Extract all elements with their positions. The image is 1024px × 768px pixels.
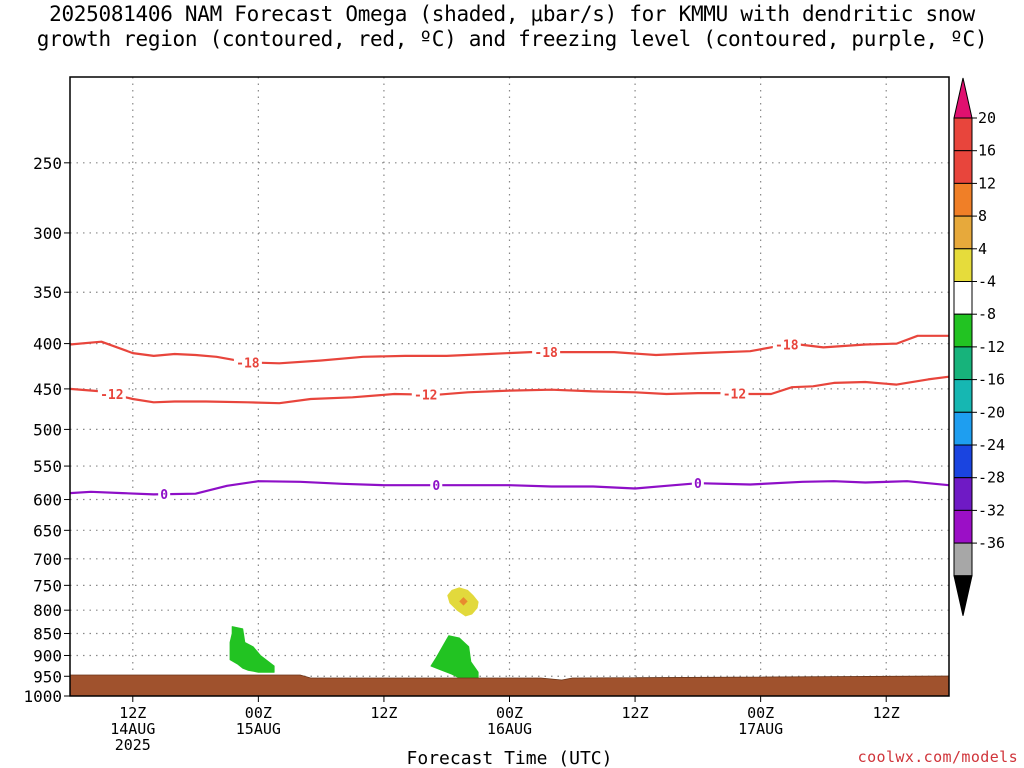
colorbar-label: 4 [978, 240, 987, 258]
colorbar-segment [953, 182, 973, 217]
colorbar-segment [953, 542, 973, 577]
colorbar-label: -32 [978, 501, 1005, 519]
colorbar-label: -12 [978, 338, 1005, 356]
contour-label-bg [97, 385, 126, 401]
y-tick-label: 500 [33, 420, 62, 439]
y-tick-label: 650 [33, 521, 62, 540]
colorbar-segment [953, 346, 973, 381]
chart-title: 2025081406 NAM Forecast Omega (shaded, μ… [0, 2, 1024, 52]
omega-shaded-region [229, 626, 275, 673]
colorbar-label: 12 [978, 174, 996, 192]
x-tick-label: 17AUG [738, 720, 783, 738]
contour-label-bg [532, 344, 561, 360]
colorbar-label: -4 [978, 273, 996, 291]
terrain-layer [69, 674, 950, 697]
colorbar-segment [953, 281, 973, 315]
x-tick-label: 16AUG [487, 720, 532, 738]
contour-label-bg [720, 385, 749, 401]
colorbar-segment [953, 477, 973, 511]
contour-label: 0 [694, 477, 702, 492]
x-tick-label: 12Z [873, 704, 900, 722]
y-tick-label: 950 [33, 667, 62, 686]
x-tick-label: 15AUG [236, 720, 281, 738]
x-axis-title: Forecast Time (UTC) [407, 748, 613, 768]
contour-line [69, 375, 950, 405]
contour-label: -18 [236, 356, 260, 371]
colorbar-label: 8 [978, 207, 987, 225]
x-tick-label: 12Z [370, 704, 397, 722]
colorbar-segment [953, 215, 973, 250]
contour-label: -12 [414, 389, 437, 404]
colorbar-label: 16 [978, 142, 996, 160]
y-tick-label: 300 [33, 224, 62, 243]
colorbar-segment [953, 117, 973, 152]
chart-title-line2: growth region (contoured, red, ºC) and f… [36, 27, 988, 51]
contour-label-bg [158, 486, 171, 502]
contour-label: 0 [160, 488, 168, 503]
colorbar-label: -36 [978, 534, 1005, 552]
x-tick-label: 12Z [622, 704, 649, 722]
temperature-contours: -18 -18 -18 -12 -12 -12 0 0 0 [69, 334, 950, 503]
y-tick-label: 550 [33, 457, 62, 476]
contour-label: -12 [723, 387, 746, 402]
credit-text: coolwx.com/models [857, 748, 1018, 766]
colorbar-segment [953, 509, 973, 544]
colorbar-label: -16 [978, 371, 1005, 389]
omega-max-marker [459, 597, 468, 606]
y-tick-label: 700 [33, 550, 62, 569]
x-tick-label: 12Z [119, 704, 146, 722]
colorbar-label: -20 [978, 403, 1005, 421]
colorbar-segment [953, 379, 973, 413]
contour-label-bg [772, 336, 801, 352]
colorbar-label: -24 [978, 436, 1005, 454]
contour-label: -18 [534, 346, 558, 361]
colorbar-segment [953, 313, 973, 348]
contour-label-bg [411, 386, 440, 402]
colorbar-segment [953, 248, 973, 283]
colorbar-label: -8 [978, 305, 996, 323]
y-tick-label: 600 [33, 491, 62, 510]
contour-label: -12 [100, 388, 123, 403]
y-tick-label: 750 [33, 576, 62, 595]
y-tick-label: 850 [33, 624, 62, 643]
y-tick-label: 400 [33, 335, 62, 354]
colorbar-segment [953, 411, 973, 446]
x-tick-label: 14AUG [110, 720, 155, 738]
colorbar-label: -28 [978, 469, 1005, 487]
contour-label-bg [691, 475, 704, 491]
contour-label: -18 [775, 339, 799, 354]
y-tick-label: 350 [33, 283, 62, 302]
chart-title-line1: 2025081406 NAM Forecast Omega (shaded, μ… [49, 2, 975, 26]
contour-line [69, 334, 949, 365]
y-tick-label: 450 [33, 380, 62, 399]
y-tick-label: 800 [33, 601, 62, 620]
x-tick-label: 00Z [747, 704, 774, 722]
x-tick-label: 2025 [115, 736, 151, 754]
colorbar-bottom-arrow [953, 575, 973, 616]
colorbar-label: 20 [978, 109, 996, 127]
contour-label: 0 [432, 479, 440, 494]
terrain-fill [69, 674, 950, 697]
x-tick-label: 00Z [245, 704, 272, 722]
colorbar-segment [953, 150, 973, 184]
y-tick-label: 1000 [23, 687, 62, 706]
contour-label-bg [430, 477, 443, 493]
y-tick-label: 900 [33, 646, 62, 665]
colorbar: 20 16 12 8 4 -4 -8 -12 -16 -20 -24 -28 -32 -36 [953, 77, 1005, 616]
y-axis: 250 300 350 400 450 500 550 600 650 700 750 800 850 9… [23, 154, 70, 706]
x-tick-label: 00Z [496, 704, 523, 722]
y-tick-label: 250 [33, 154, 62, 173]
omega-shaded-region [430, 635, 479, 680]
colorbar-top-arrow [953, 77, 973, 119]
contour-line [69, 480, 950, 496]
contour-label-bg [233, 354, 262, 370]
omega-shading [229, 587, 479, 680]
colorbar-segment [953, 444, 973, 479]
